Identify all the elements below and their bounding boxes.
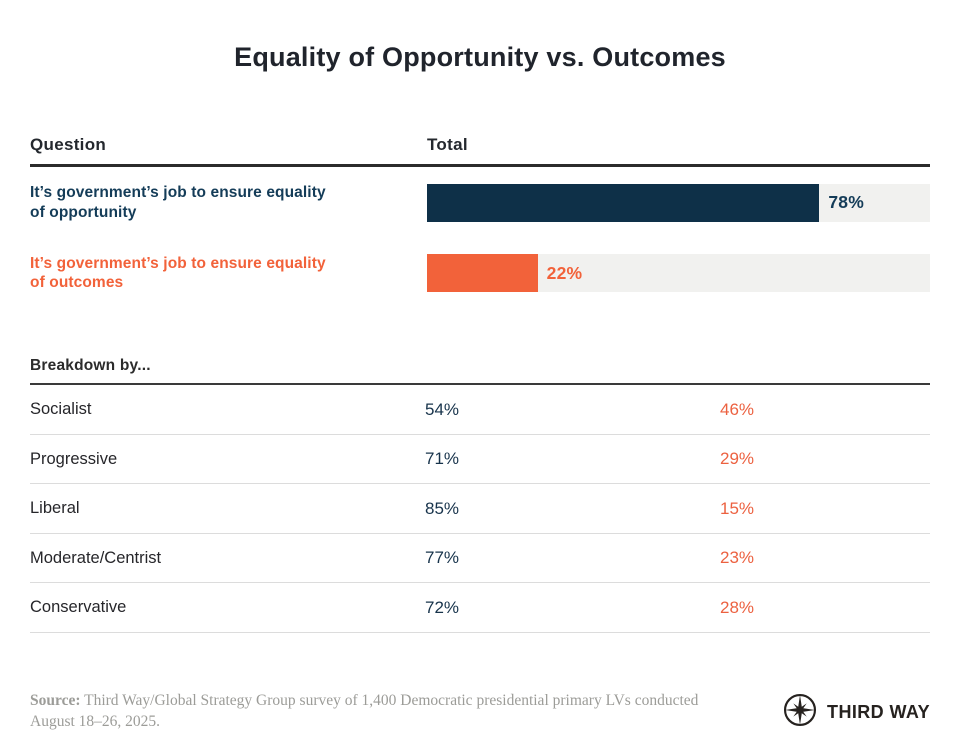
bar-value-opportunity: 78% xyxy=(828,192,864,213)
table-row-moderate-centrist: Moderate/Centrist 77% 23% xyxy=(30,534,930,584)
table-row-progressive: Progressive 71% 29% xyxy=(30,435,930,485)
breakdown-heading: Breakdown by... xyxy=(30,357,151,375)
source-text: Third Way/Global Strategy Group survey o… xyxy=(30,692,699,731)
question-label-emphasis: opportunity xyxy=(49,203,137,221)
group-label: Conservative xyxy=(30,598,127,617)
question-label-line1: It’s government’s job to ensure equality xyxy=(30,254,326,272)
outcomes-value: 29% xyxy=(720,449,755,469)
group-label: Socialist xyxy=(30,400,92,419)
opportunity-value: 71% xyxy=(425,449,460,469)
bar-track-opportunity: 78% xyxy=(427,183,930,222)
bar-fill-opportunity xyxy=(427,183,820,222)
outcomes-value: 15% xyxy=(720,498,755,518)
group-label: Progressive xyxy=(30,449,118,468)
bar-row-opportunity: It’s government’s job to ensure equality… xyxy=(30,183,930,223)
source-note: Source: Third Way/Global Strategy Group … xyxy=(30,691,730,733)
logo-wordmark: THIRD WAY xyxy=(827,701,930,722)
page-title: Equality of Opportunity vs. Outcomes xyxy=(234,42,726,72)
opportunity-value: 72% xyxy=(425,597,460,617)
question-label-opportunity: It’s government’s job to ensure equality… xyxy=(30,183,427,223)
third-way-logo: THIRD WAY xyxy=(782,692,930,733)
total-column-header: Total xyxy=(427,135,468,154)
group-label: Moderate/Centrist xyxy=(30,548,162,567)
question-label-line2-prefix: of xyxy=(30,203,50,221)
bar-value-outcomes: 22% xyxy=(546,262,583,283)
group-label: Liberal xyxy=(30,499,80,518)
outcomes-value: 46% xyxy=(720,399,755,419)
header-rule xyxy=(30,164,930,167)
opportunity-value: 54% xyxy=(425,399,460,419)
source-label: Source: xyxy=(30,692,81,710)
compass-star-icon xyxy=(782,692,818,733)
bar-row-outcomes: It’s government’s job to ensure equality… xyxy=(30,254,930,294)
opportunity-value: 85% xyxy=(425,498,460,518)
bar-track-outcomes: 22% xyxy=(427,254,930,293)
table-row-liberal: Liberal 85% 15% xyxy=(30,484,930,534)
question-label-line2-prefix: of xyxy=(30,274,50,292)
question-column-header: Question xyxy=(30,135,107,154)
footer: Source: Third Way/Global Strategy Group … xyxy=(30,691,930,733)
outcomes-value: 28% xyxy=(720,597,755,617)
table-row-conservative: Conservative 72% 28% xyxy=(30,583,930,633)
question-label-emphasis: outcomes xyxy=(49,274,124,292)
question-label-outcomes: It’s government’s job to ensure equality… xyxy=(30,254,427,294)
question-label-line1: It’s government’s job to ensure equality xyxy=(30,184,326,201)
breakdown-rule xyxy=(30,383,930,386)
outcomes-value: 23% xyxy=(720,548,755,568)
table-row-socialist: Socialist 54% 46% xyxy=(30,385,930,435)
chart-content: Question Total It’s government’s job to … xyxy=(30,135,930,633)
column-header-row: Question Total xyxy=(30,135,930,155)
opportunity-value: 77% xyxy=(425,548,460,568)
bar-fill-outcomes xyxy=(427,254,538,293)
